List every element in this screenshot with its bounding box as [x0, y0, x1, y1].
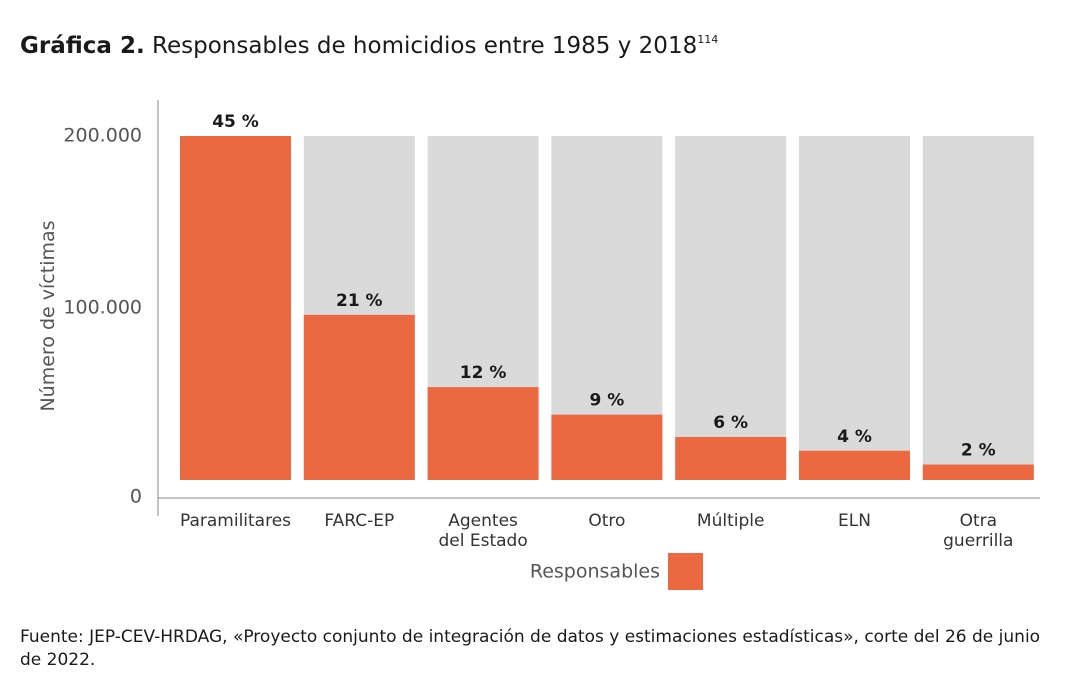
x-tick-label: Otro — [588, 511, 625, 531]
y-tick-label: 0 — [130, 486, 142, 508]
data-label: 45 % — [212, 112, 259, 132]
legend-swatch — [668, 553, 703, 590]
bar — [303, 314, 415, 480]
data-label: 2 % — [961, 441, 996, 461]
bar — [922, 464, 1034, 480]
x-tick-label: ELN — [838, 511, 871, 531]
bar — [675, 437, 787, 480]
y-tick-label: 100.000 — [63, 297, 142, 319]
x-tick-label: Paramilitares — [180, 511, 291, 531]
bar-chart: 0 100.000 200.000 Número de víctimas 45 % Par… — [37, 100, 1040, 590]
legend-label: Responsables — [530, 561, 660, 583]
chart-title-footnote: 114 — [697, 33, 719, 46]
bar — [180, 136, 291, 480]
y-tick-label: 200.000 — [63, 125, 142, 147]
bar — [799, 450, 910, 480]
data-label: 9 % — [590, 391, 625, 411]
data-label: 21 % — [336, 291, 383, 311]
y-axis-label: Número de víctimas — [37, 220, 59, 411]
bar-background — [922, 136, 1034, 480]
bar — [551, 414, 663, 480]
data-label: 6 % — [713, 413, 748, 433]
x-tick-label: Agentes del Estado — [438, 511, 527, 551]
source-note: Fuente: JEP-CEV-HRDAG, «Proyecto conjunt… — [20, 627, 1041, 670]
x-tick-label: FARC-EP — [324, 511, 394, 531]
bar — [427, 387, 539, 480]
data-label: 12 % — [460, 363, 507, 383]
x-tick-label: Múltiple — [697, 511, 765, 531]
chart-title: Gráfica 2. Responsables de homicidios en… — [20, 33, 718, 59]
chart-title-label: Gráfica 2. — [20, 33, 145, 59]
x-tick-label: Otra guerrilla — [943, 511, 1013, 551]
bar-background — [675, 136, 787, 480]
chart-title-text: Responsables de homicidios entre 1985 y … — [152, 33, 698, 59]
bar-background — [799, 136, 910, 480]
data-label: 4 % — [837, 427, 872, 447]
